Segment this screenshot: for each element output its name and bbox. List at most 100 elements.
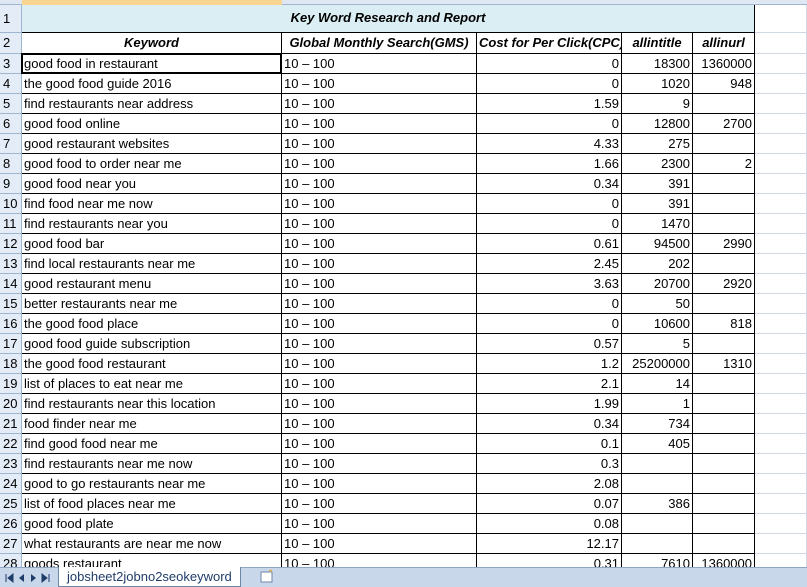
column-header-cell: Cost for Per Click(CPC) — [477, 33, 622, 54]
row-header: 8 — [0, 154, 22, 174]
table-cell: 10 – 100 — [282, 354, 477, 374]
table-cell: 0 — [477, 314, 622, 334]
table-cell: 2.1 — [477, 374, 622, 394]
prev-sheet-button[interactable] — [19, 574, 24, 582]
table-cell: 10 – 100 — [282, 94, 477, 114]
row-header: 23 — [0, 454, 22, 474]
empty-cell — [755, 54, 807, 74]
table-cell: 202 — [622, 254, 693, 274]
empty-cell — [755, 334, 807, 354]
table-cell: 10 – 100 — [282, 214, 477, 234]
empty-cell — [693, 494, 755, 514]
table-cell: find restaurants near this location — [22, 394, 282, 414]
row-header: 26 — [0, 514, 22, 534]
table-cell: 10 – 100 — [282, 234, 477, 254]
empty-cell — [755, 234, 807, 254]
table-cell: 10 – 100 — [282, 174, 477, 194]
table-cell: 10 – 100 — [282, 514, 477, 534]
table-cell: 10 – 100 — [282, 394, 477, 414]
column-header-cell: allinurl — [693, 33, 755, 54]
empty-cell — [693, 474, 755, 494]
table-cell: 0 — [477, 294, 622, 314]
table-cell: 1.99 — [477, 394, 622, 414]
row-header: 27 — [0, 534, 22, 554]
empty-cell — [693, 374, 755, 394]
empty-cell — [693, 534, 755, 554]
empty-cell — [622, 454, 693, 474]
table-cell: 391 — [622, 174, 693, 194]
table-cell: 0.08 — [477, 514, 622, 534]
table-cell: 10 – 100 — [282, 154, 477, 174]
table-cell: the good food place — [22, 314, 282, 334]
row-header: 10 — [0, 194, 22, 214]
table-cell: good food online — [22, 114, 282, 134]
table-cell: 9 — [622, 94, 693, 114]
column-header-strip — [0, 0, 807, 5]
table-cell: 2300 — [622, 154, 693, 174]
table-cell: good food to order near me — [22, 154, 282, 174]
table-cell: 391 — [622, 194, 693, 214]
empty-cell — [755, 33, 807, 54]
empty-cell — [755, 114, 807, 134]
row-header: 21 — [0, 414, 22, 434]
table-cell: 5 — [622, 334, 693, 354]
table-cell: 386 — [622, 494, 693, 514]
empty-cell — [693, 134, 755, 154]
table-cell: 2.08 — [477, 474, 622, 494]
table-cell: 10 – 100 — [282, 374, 477, 394]
empty-cell — [693, 394, 755, 414]
table-cell: 10 – 100 — [282, 194, 477, 214]
row-header: 22 — [0, 434, 22, 454]
empty-cell — [755, 414, 807, 434]
first-sheet-button[interactable] — [5, 572, 14, 584]
row-header: 2 — [0, 33, 22, 54]
table-cell: 12.17 — [477, 534, 622, 554]
table-cell: 275 — [622, 134, 693, 154]
empty-cell — [755, 274, 807, 294]
table-cell: 1360000 — [693, 54, 755, 74]
title-cell: Key Word Research and Report — [22, 5, 755, 33]
last-sheet-button[interactable] — [41, 572, 50, 584]
table-cell: 948 — [693, 74, 755, 94]
table-cell: 10 – 100 — [282, 274, 477, 294]
selected-column-header — [22, 0, 282, 5]
empty-cell — [755, 214, 807, 234]
empty-cell — [693, 254, 755, 274]
empty-cell — [755, 454, 807, 474]
table-cell: find local restaurants near me — [22, 254, 282, 274]
table-cell: 1310 — [693, 354, 755, 374]
table-cell: list of places to eat near me — [22, 374, 282, 394]
row-header: 16 — [0, 314, 22, 334]
row-header: 3 — [0, 54, 22, 74]
insert-sheet-button[interactable] — [258, 569, 278, 585]
row-header: 14 — [0, 274, 22, 294]
table-cell: 7610 — [622, 554, 693, 567]
table-cell: 94500 — [622, 234, 693, 254]
next-sheet-button[interactable] — [31, 574, 36, 582]
row-header: 25 — [0, 494, 22, 514]
table-cell: the good food restaurant — [22, 354, 282, 374]
empty-cell — [755, 534, 807, 554]
table-cell: 1.59 — [477, 94, 622, 114]
row-header: 12 — [0, 234, 22, 254]
active-cell-outline[interactable] — [21, 53, 282, 74]
table-cell: food finder near me — [22, 414, 282, 434]
table-cell: 10 – 100 — [282, 534, 477, 554]
table-cell: 0 — [477, 214, 622, 234]
empty-cell — [693, 454, 755, 474]
table-cell: 0.07 — [477, 494, 622, 514]
table-cell: the good food guide 2016 — [22, 74, 282, 94]
row-header: 13 — [0, 254, 22, 274]
empty-cell — [755, 294, 807, 314]
table-cell: 10 – 100 — [282, 314, 477, 334]
table-cell: 10 – 100 — [282, 134, 477, 154]
table-cell: 0.34 — [477, 174, 622, 194]
sheet-tab-bar: jobsheet2jobno2seokeyword — [0, 567, 807, 587]
empty-cell — [755, 154, 807, 174]
column-header-cell: Keyword — [22, 33, 282, 54]
table-cell: 10 – 100 — [282, 434, 477, 454]
table-cell: find food near me now — [22, 194, 282, 214]
empty-cell — [622, 474, 693, 494]
sheet-tab[interactable]: jobsheet2jobno2seokeyword — [58, 567, 241, 587]
table-cell: 10 – 100 — [282, 334, 477, 354]
